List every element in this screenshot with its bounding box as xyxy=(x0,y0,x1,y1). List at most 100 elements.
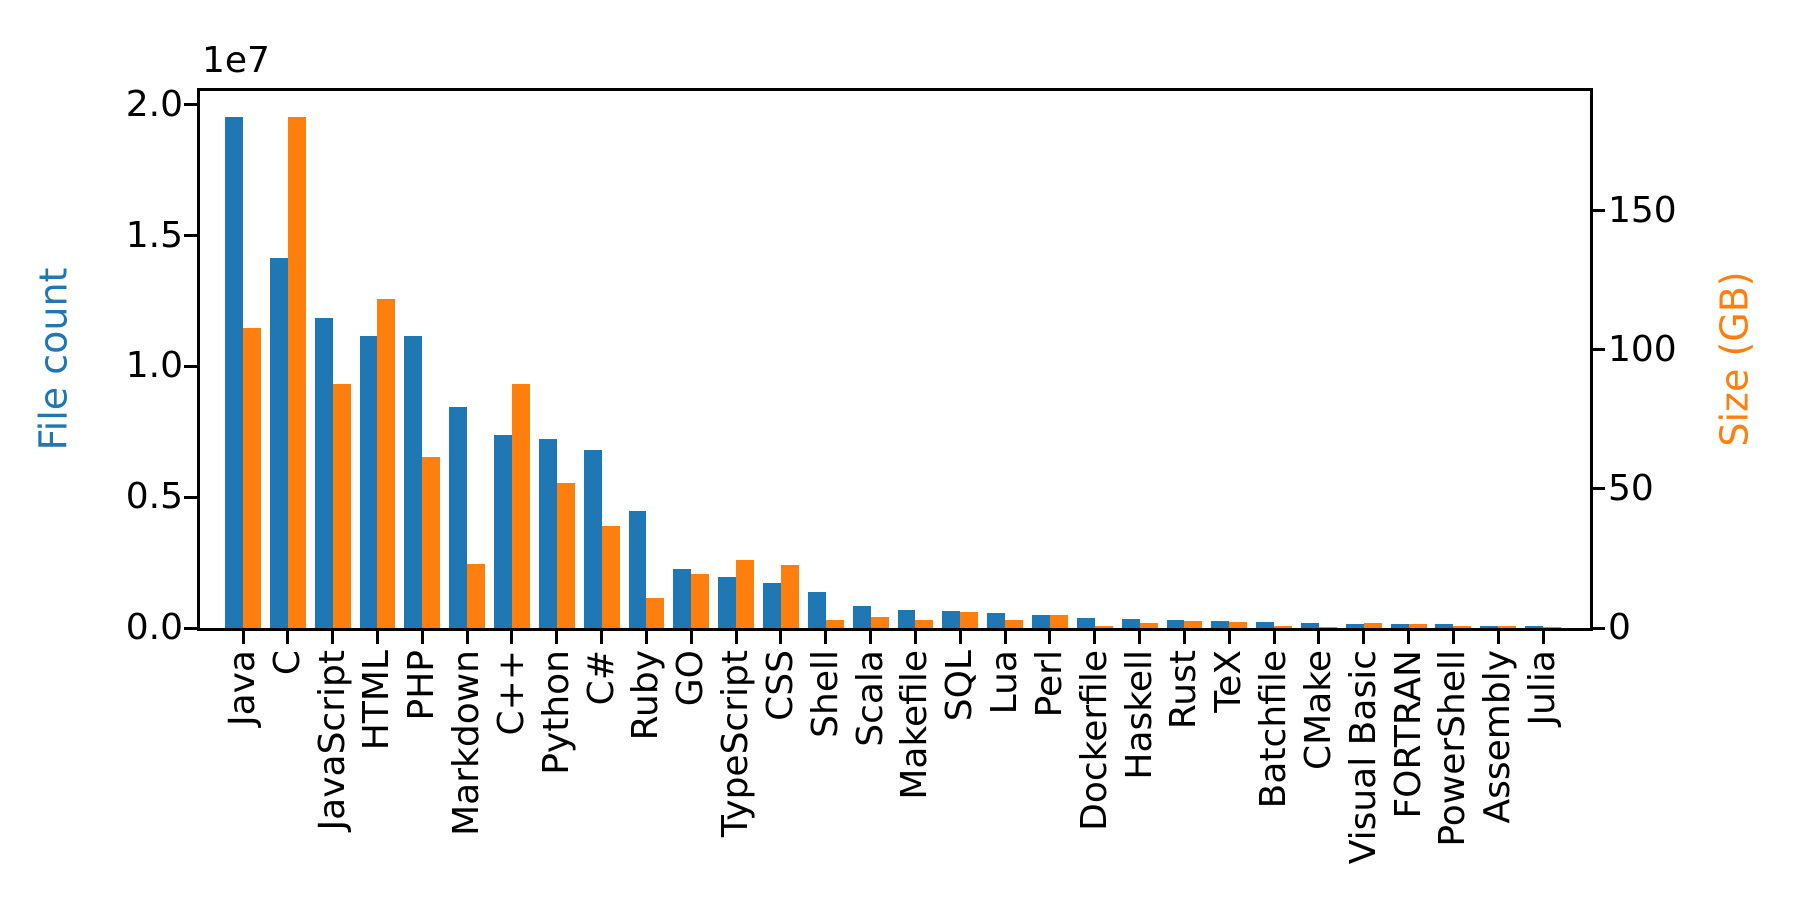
bar-tex-file-count xyxy=(1211,621,1230,628)
left-tick-label-1.0: 1.0 xyxy=(125,345,183,387)
x-tick-mark-sql xyxy=(958,631,962,644)
x-tick-mark-c xyxy=(286,631,290,644)
x-tick-mark-lua xyxy=(1003,631,1007,644)
x-tick-label-html: HTML xyxy=(356,650,398,751)
bar-c-size-gb xyxy=(287,116,306,628)
bar-markdown-size-gb xyxy=(467,563,486,628)
bar-css-size-gb xyxy=(780,564,799,628)
right-tick-mark-100 xyxy=(1592,348,1605,352)
x-tick-label-go: GO xyxy=(670,650,712,707)
bar-markdown-file-count xyxy=(449,406,468,628)
x-tick-mark-assembly xyxy=(1496,631,1500,644)
x-tick-mark-c xyxy=(600,631,604,644)
bar-dockerfile-size-gb xyxy=(1094,626,1113,628)
x-tick-label-typescript: TypeScript xyxy=(715,650,757,838)
bars-layer xyxy=(200,91,1590,628)
x-tick-label-scala: Scala xyxy=(849,650,891,747)
bar-makefile-file-count xyxy=(897,610,916,628)
x-tick-mark-perl xyxy=(1048,631,1052,644)
bar-ruby-file-count xyxy=(628,511,647,628)
x-tick-mark-python xyxy=(555,631,559,644)
bar-perl-size-gb xyxy=(1049,614,1068,628)
x-tick-label-shell: Shell xyxy=(804,650,846,738)
x-tick-label-haskell: Haskell xyxy=(1118,650,1160,780)
bar-html-size-gb xyxy=(377,299,396,628)
right-tick-label-100: 100 xyxy=(1608,328,1677,370)
left-tick-label-0.5: 0.5 xyxy=(125,476,183,518)
bar-fortran-file-count xyxy=(1390,624,1409,628)
x-tick-label-markdown: Markdown xyxy=(446,650,488,836)
x-tick-label-c: C# xyxy=(580,650,622,706)
right-tick-mark-150 xyxy=(1592,209,1605,213)
x-tick-label-dockerfile: Dockerfile xyxy=(1073,650,1115,831)
bar-cmake-file-count xyxy=(1300,623,1319,628)
bar-haskell-file-count xyxy=(1121,619,1140,628)
y-axis-offset-text: 1e7 xyxy=(202,40,270,81)
bar-python-file-count xyxy=(538,438,557,628)
x-tick-label-javascript: JavaScript xyxy=(311,650,353,831)
x-tick-mark-julia xyxy=(1541,631,1545,644)
bar-php-file-count xyxy=(404,335,423,628)
bar-c-file-count xyxy=(269,258,288,628)
bar-fortran-size-gb xyxy=(1408,623,1427,628)
x-tick-mark-scala xyxy=(869,631,873,644)
x-tick-mark-visual-basic xyxy=(1362,631,1366,644)
x-tick-mark-batchfile xyxy=(1272,631,1276,644)
bar-haskell-size-gb xyxy=(1139,622,1158,628)
bar-batchfile-file-count xyxy=(1256,621,1275,628)
bar-visual-basic-file-count xyxy=(1345,623,1364,628)
bar-go-size-gb xyxy=(691,574,710,628)
bar-rust-size-gb xyxy=(1184,620,1203,628)
x-tick-label-rust: Rust xyxy=(1163,650,1205,730)
bar-ruby-size-gb xyxy=(646,597,665,628)
bar-sql-file-count xyxy=(942,610,961,628)
left-tick-mark-0.5 xyxy=(184,495,197,499)
bar-lua-size-gb xyxy=(1005,620,1024,628)
bar-php-size-gb xyxy=(422,457,441,628)
x-tick-label-ruby: Ruby xyxy=(625,650,667,741)
left-tick-label-1.5: 1.5 xyxy=(125,214,183,256)
bar-powershell-file-count xyxy=(1435,624,1454,628)
right-tick-label-0: 0 xyxy=(1608,607,1631,648)
bar-go-file-count xyxy=(673,568,692,628)
x-tick-mark-java xyxy=(241,631,245,644)
bar-makefile-size-gb xyxy=(915,619,934,628)
bar-dockerfile-file-count xyxy=(1076,618,1095,628)
x-tick-mark-shell xyxy=(824,631,828,644)
x-tick-mark-powershell xyxy=(1451,631,1455,644)
x-tick-label-powershell: PowerShell xyxy=(1432,650,1474,847)
bar-scala-size-gb xyxy=(870,617,889,628)
x-tick-label-julia: Julia xyxy=(1522,650,1564,726)
bar-tex-size-gb xyxy=(1229,622,1248,628)
x-tick-label-python: Python xyxy=(535,650,577,775)
x-tick-mark-css xyxy=(779,631,783,644)
x-tick-mark-javascript xyxy=(331,631,335,644)
x-tick-label-lua: Lua xyxy=(984,650,1026,715)
bar-c-file-count xyxy=(583,449,602,628)
x-tick-mark-cmake xyxy=(1317,631,1321,644)
x-tick-mark-php xyxy=(420,631,424,644)
bar-perl-file-count xyxy=(1032,614,1050,628)
bar-sql-size-gb xyxy=(960,612,979,628)
bar-javascript-size-gb xyxy=(332,383,351,628)
x-tick-label-fortran: FORTRAN xyxy=(1387,650,1429,819)
bar-c-file-count xyxy=(494,434,512,628)
x-tick-mark-typescript xyxy=(734,631,738,644)
bar-typescript-size-gb xyxy=(736,559,755,628)
left-tick-label-2.0: 2.0 xyxy=(125,83,183,125)
right-tick-mark-50 xyxy=(1592,487,1605,491)
bar-java-file-count xyxy=(225,116,243,628)
x-tick-mark-go xyxy=(689,631,693,644)
x-tick-mark-ruby xyxy=(644,631,648,644)
x-tick-mark-fortran xyxy=(1407,631,1411,644)
bar-typescript-file-count xyxy=(718,577,737,628)
x-tick-mark-c xyxy=(510,631,514,644)
right-tick-label-150: 150 xyxy=(1608,189,1677,231)
x-tick-label-css: CSS xyxy=(759,650,801,721)
x-tick-label-tex: TeX xyxy=(1208,650,1250,713)
x-tick-label-java: Java xyxy=(222,650,263,727)
x-tick-label-c: C xyxy=(266,650,308,676)
x-tick-label-cmake: CMake xyxy=(1297,650,1339,770)
x-tick-label-c: C++ xyxy=(490,650,532,736)
x-tick-mark-haskell xyxy=(1138,631,1142,644)
